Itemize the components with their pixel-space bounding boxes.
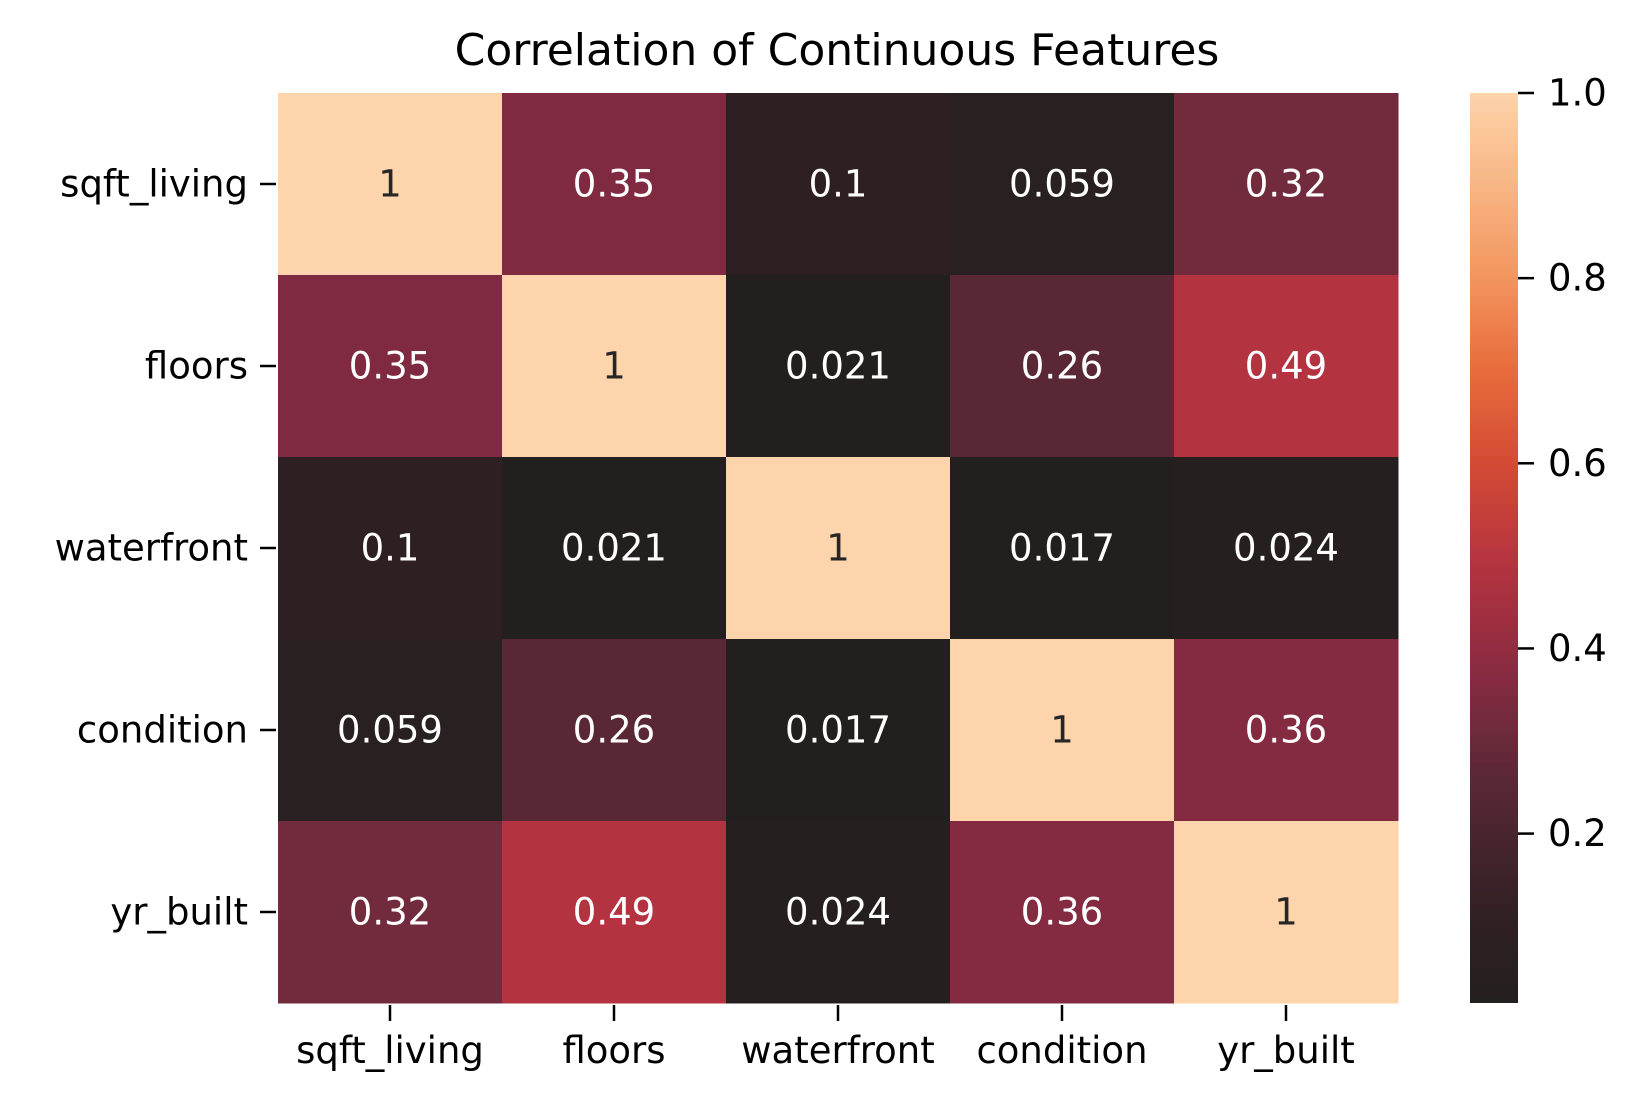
cell-value-label: 0.1 — [809, 163, 868, 206]
cell-value-label: 0.26 — [1021, 345, 1103, 388]
y-tick-label: condition — [77, 709, 248, 752]
cell-value-label: 0.021 — [561, 527, 667, 570]
colorbar: 0.2 0.4 0.6 0.8 1.0 — [1470, 72, 1607, 1003]
heatmap-cell — [950, 93, 1175, 276]
colorbar-tick-label: 0.6 — [1548, 442, 1607, 485]
heatmap-cell — [726, 457, 951, 640]
heatmap-cell — [726, 821, 951, 1004]
x-tick-label: sqft_living — [296, 1029, 484, 1072]
y-tick-label: waterfront — [55, 527, 248, 570]
colorbar-gradient — [1470, 93, 1518, 1003]
heatmap-cell — [502, 639, 727, 822]
heatmap-cell — [950, 821, 1175, 1004]
heatmap-cell — [278, 639, 503, 822]
cell-value-label: 0.32 — [349, 891, 431, 934]
x-axis: sqft_living floors waterfront condition yr_b… — [296, 1005, 1355, 1072]
x-tick-label: floors — [562, 1029, 665, 1072]
chart-title: Correlation of Continuous Features — [455, 25, 1220, 76]
cell-value-label: 0.35 — [349, 345, 431, 388]
heatmap-cell — [950, 275, 1175, 458]
heatmap-cells: 1 0.35 0.1 0.059 0.32 0.35 1 0.021 0.26 0.49 0.1 0.… — [278, 93, 1399, 1004]
cell-value-label: 1 — [1050, 709, 1074, 752]
heatmap-cell — [726, 93, 951, 276]
heatmap-cell — [502, 821, 727, 1004]
heatmap-cell — [502, 457, 727, 640]
heatmap-cell — [1174, 821, 1399, 1004]
heatmap-cell — [1174, 457, 1399, 640]
cell-value-label: 0.024 — [1233, 527, 1339, 570]
heatmap-cell — [278, 93, 503, 276]
cell-value-label: 0.1 — [361, 527, 420, 570]
cell-value-label: 0.36 — [1021, 891, 1103, 934]
heatmap-cell — [1174, 275, 1399, 458]
y-tick-label: yr_built — [110, 891, 248, 934]
heatmap-cell — [950, 639, 1175, 822]
cell-value-label: 0.017 — [785, 709, 891, 752]
heatmap-cell — [950, 457, 1175, 640]
heatmap-cell — [278, 275, 503, 458]
heatmap-cell — [726, 639, 951, 822]
cell-value-label: 0.059 — [1009, 163, 1115, 206]
cell-value-label: 0.017 — [1009, 527, 1115, 570]
colorbar-tick-label: 1.0 — [1548, 72, 1607, 115]
x-tick-label: yr_built — [1217, 1029, 1355, 1072]
y-tick-label: sqft_living — [60, 163, 248, 206]
cell-value-label: 0.35 — [573, 163, 655, 206]
heatmap-cell — [502, 93, 727, 276]
heatmap-cell — [1174, 639, 1399, 822]
heatmap-cell — [278, 457, 503, 640]
heatmap-cell — [278, 821, 503, 1004]
cell-value-label: 0.024 — [785, 891, 891, 934]
cell-value-label: 0.49 — [573, 891, 655, 934]
colorbar-tick-label: 0.4 — [1548, 627, 1607, 670]
x-tick-label: waterfront — [741, 1029, 934, 1072]
cell-value-label: 0.021 — [785, 345, 891, 388]
y-tick-label: floors — [145, 345, 248, 388]
x-tick-label: condition — [976, 1029, 1147, 1072]
colorbar-tick-label: 0.8 — [1548, 257, 1607, 300]
cell-value-label: 0.059 — [337, 709, 443, 752]
cell-value-label: 0.26 — [573, 709, 655, 752]
cell-value-label: 0.36 — [1245, 709, 1327, 752]
colorbar-tick-label: 0.2 — [1548, 812, 1607, 855]
cell-value-label: 1 — [1274, 891, 1298, 934]
cell-value-label: 1 — [826, 527, 850, 570]
heatmap-cell — [1174, 93, 1399, 276]
cell-value-label: 1 — [602, 345, 626, 388]
cell-value-label: 0.32 — [1245, 163, 1327, 206]
heatmap-cell — [726, 275, 951, 458]
cell-value-label: 0.49 — [1245, 345, 1327, 388]
cell-value-label: 1 — [378, 163, 402, 206]
heatmap-cell — [502, 275, 727, 458]
